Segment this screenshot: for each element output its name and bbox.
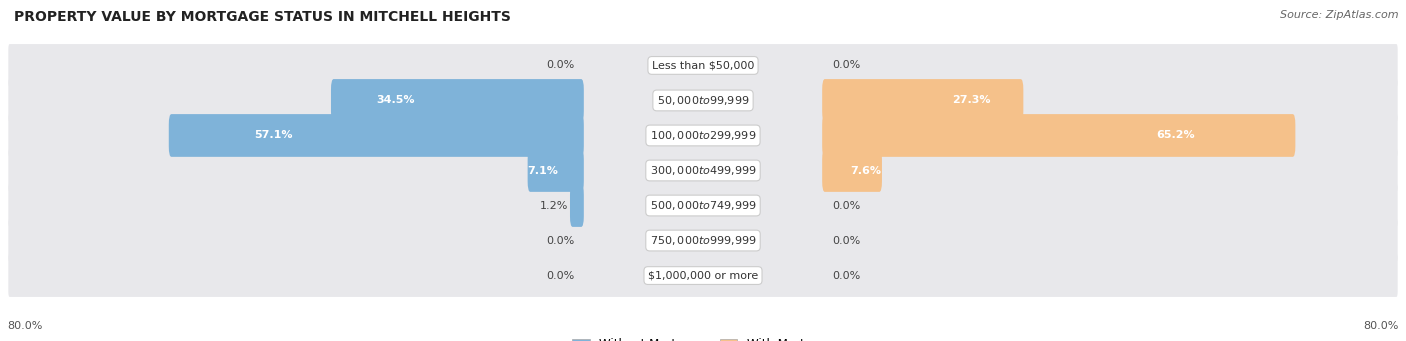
Text: 0.0%: 0.0% <box>546 270 574 281</box>
Text: 7.6%: 7.6% <box>851 165 882 176</box>
FancyBboxPatch shape <box>8 114 1398 157</box>
FancyBboxPatch shape <box>169 114 583 157</box>
Text: $100,000 to $299,999: $100,000 to $299,999 <box>650 129 756 142</box>
Text: Source: ZipAtlas.com: Source: ZipAtlas.com <box>1281 10 1399 20</box>
Text: 80.0%: 80.0% <box>1364 321 1399 331</box>
Text: 0.0%: 0.0% <box>546 60 574 71</box>
Text: Less than $50,000: Less than $50,000 <box>652 60 754 71</box>
FancyBboxPatch shape <box>8 79 1398 122</box>
Text: 0.0%: 0.0% <box>832 60 860 71</box>
FancyBboxPatch shape <box>823 149 882 192</box>
Text: 65.2%: 65.2% <box>1157 131 1195 140</box>
FancyBboxPatch shape <box>8 184 1398 227</box>
Legend: Without Mortgage, With Mortgage: Without Mortgage, With Mortgage <box>572 338 834 341</box>
Text: $500,000 to $749,999: $500,000 to $749,999 <box>650 199 756 212</box>
FancyBboxPatch shape <box>527 149 583 192</box>
FancyBboxPatch shape <box>8 219 1398 262</box>
Text: 0.0%: 0.0% <box>832 201 860 210</box>
Text: $750,000 to $999,999: $750,000 to $999,999 <box>650 234 756 247</box>
Text: 27.3%: 27.3% <box>952 95 991 105</box>
Text: 80.0%: 80.0% <box>7 321 42 331</box>
Text: 34.5%: 34.5% <box>377 95 415 105</box>
Text: 0.0%: 0.0% <box>832 236 860 246</box>
FancyBboxPatch shape <box>8 44 1398 87</box>
Text: 57.1%: 57.1% <box>254 131 292 140</box>
Text: PROPERTY VALUE BY MORTGAGE STATUS IN MITCHELL HEIGHTS: PROPERTY VALUE BY MORTGAGE STATUS IN MIT… <box>14 10 510 24</box>
Text: 1.2%: 1.2% <box>540 201 568 210</box>
Text: 0.0%: 0.0% <box>546 236 574 246</box>
Text: $300,000 to $499,999: $300,000 to $499,999 <box>650 164 756 177</box>
FancyBboxPatch shape <box>823 79 1024 122</box>
FancyBboxPatch shape <box>569 184 583 227</box>
FancyBboxPatch shape <box>330 79 583 122</box>
FancyBboxPatch shape <box>823 114 1295 157</box>
FancyBboxPatch shape <box>8 254 1398 297</box>
FancyBboxPatch shape <box>8 149 1398 192</box>
Text: $1,000,000 or more: $1,000,000 or more <box>648 270 758 281</box>
Text: 7.1%: 7.1% <box>527 165 558 176</box>
Text: $50,000 to $99,999: $50,000 to $99,999 <box>657 94 749 107</box>
Text: 0.0%: 0.0% <box>832 270 860 281</box>
